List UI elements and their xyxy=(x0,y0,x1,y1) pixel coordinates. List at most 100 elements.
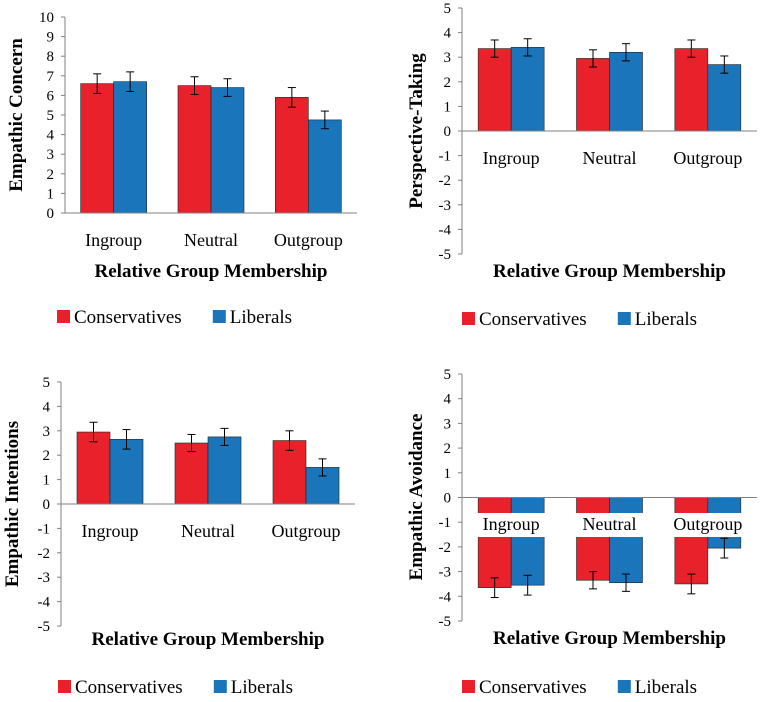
chart-panel-2: -5 -4 -3 -2 -1 0 1 2 3 4 5 Perspective-Taking Ingrou… xyxy=(406,1,757,330)
y-tick-label: -2 xyxy=(38,546,51,562)
y-tick-label: -4 xyxy=(38,595,51,611)
category-label: Outgroup xyxy=(272,521,341,541)
y-tick-label: 5 xyxy=(43,375,51,391)
legend-swatch-conservatives xyxy=(57,310,70,323)
y-tick-label: 4 xyxy=(43,399,51,415)
chart-panel-1: 0 1 2 3 4 5 6 7 8 9 10 Empathic Concern Ingroup Neutr… xyxy=(6,10,357,328)
legend-swatch-conservatives xyxy=(58,680,71,693)
x-axis-title: Relative Group Membership xyxy=(92,629,325,650)
category-label: Neutral xyxy=(583,148,637,168)
x-axis-title: Relative Group Membership xyxy=(493,628,726,649)
bar-liberals-outgroup xyxy=(308,119,342,214)
y-tick-label: 0 xyxy=(43,497,51,513)
legend-swatch-conservatives xyxy=(462,312,475,325)
bar-liberals-outgroup xyxy=(707,64,742,132)
y-tick-label: 3 xyxy=(444,50,452,66)
x-axis-title: Relative Group Membership xyxy=(95,261,328,282)
y-tick-label: 5 xyxy=(47,108,55,124)
y-tick-label: 1 xyxy=(444,466,452,482)
y-tick-label: 1 xyxy=(444,99,452,115)
legend-swatch-liberals xyxy=(212,310,226,323)
y-tick-label: 4 xyxy=(47,128,55,144)
y-tick-label: 8 xyxy=(47,49,55,65)
legend-label-conservatives: Conservatives xyxy=(479,309,587,330)
y-tick-label: -2 xyxy=(439,173,452,189)
y-tick-label: -5 xyxy=(439,247,452,263)
category-label-background xyxy=(574,513,645,537)
legend-swatch-conservatives xyxy=(462,680,475,693)
bar-conservatives-outgroup xyxy=(674,497,709,585)
bar-liberals-neutral xyxy=(609,497,643,584)
y-tick-label: 7 xyxy=(47,69,55,85)
category-label: Neutral xyxy=(181,521,235,541)
legend-swatch-liberals xyxy=(213,680,227,693)
chart-panel-3: -5 -4 -3 -2 -1 0 1 2 3 4 5 Empathic Intentions Ingro… xyxy=(2,375,355,698)
category-label: Outgroup xyxy=(274,230,343,250)
category-label: Ingroup xyxy=(483,514,540,534)
y-tick-label: 0 xyxy=(47,206,55,222)
legend-label-conservatives: Conservatives xyxy=(75,677,183,698)
bar-conservatives-neutral xyxy=(576,497,610,581)
bar-liberals-ingroup xyxy=(510,47,545,132)
y-tick-label: 3 xyxy=(47,147,55,163)
legend-label-conservatives: Conservatives xyxy=(74,307,182,328)
y-tick-label: 10 xyxy=(39,10,54,26)
y-tick-label: -4 xyxy=(439,222,452,238)
bar-liberals-ingroup xyxy=(510,497,545,586)
legend-label-liberals: Liberals xyxy=(230,307,292,328)
y-axis-title: Empathic Concern xyxy=(6,38,27,192)
y-tick-label: -1 xyxy=(439,149,452,165)
x-axis-title: Relative Group Membership xyxy=(493,261,726,282)
y-tick-label: 6 xyxy=(47,88,55,104)
category-label: Neutral xyxy=(184,230,238,250)
category-label: Outgroup xyxy=(673,148,742,168)
legend-label-liberals: Liberals xyxy=(231,677,293,698)
y-tick-label: 1 xyxy=(47,186,55,202)
y-tick-label: 5 xyxy=(444,1,452,17)
bar-conservatives-neutral xyxy=(576,58,610,132)
category-label: Outgroup xyxy=(673,514,742,534)
y-tick-label: 5 xyxy=(444,367,452,383)
y-tick-label: -3 xyxy=(439,565,452,581)
y-tick-label: 3 xyxy=(43,424,51,440)
y-tick-label: 0 xyxy=(444,491,452,507)
category-label-background xyxy=(476,513,547,537)
category-label: Ingroup xyxy=(82,521,139,541)
y-tick-label: -1 xyxy=(38,521,51,537)
y-tick-label: 9 xyxy=(47,30,55,46)
category-label-background xyxy=(672,513,743,537)
bar-liberals-neutral xyxy=(609,51,643,132)
y-axis-title: Empathic Intentions xyxy=(2,421,23,587)
y-tick-label: -2 xyxy=(439,540,452,556)
legend-label-conservatives: Conservatives xyxy=(479,677,587,698)
bar-conservatives-ingroup xyxy=(80,83,114,214)
bar-conservatives-ingroup xyxy=(76,431,111,505)
y-tick-label: -5 xyxy=(38,619,51,635)
y-axis-title: Perspective-Taking xyxy=(406,53,427,209)
bar-conservatives-ingroup xyxy=(477,48,512,132)
bar-liberals-ingroup xyxy=(113,81,147,214)
y-tick-label: -3 xyxy=(439,198,452,214)
legend-label-liberals: Liberals xyxy=(635,677,697,698)
y-tick-label: 3 xyxy=(444,416,452,432)
y-tick-label: 2 xyxy=(444,441,452,457)
category-label: Neutral xyxy=(583,514,637,534)
y-tick-label: 0 xyxy=(444,124,452,140)
bar-liberals-neutral xyxy=(210,87,245,214)
y-tick-label: 2 xyxy=(444,75,452,91)
bar-liberals-neutral xyxy=(207,436,242,505)
chart-panel-4: -5 -4 -3 -2 -1 0 1 2 3 4 5 Empathic Avoidance Ingrou… xyxy=(406,367,757,698)
y-tick-label: 4 xyxy=(444,26,452,42)
y-tick-label: 1 xyxy=(43,473,51,489)
y-tick-label: -4 xyxy=(439,589,452,605)
y-tick-label: 2 xyxy=(43,448,51,464)
legend-swatch-liberals xyxy=(617,312,631,325)
bar-conservatives-neutral xyxy=(177,85,212,214)
category-label: Ingroup xyxy=(85,230,142,250)
y-tick-label: 4 xyxy=(444,392,452,408)
y-axis-title: Empathic Avoidance xyxy=(406,414,427,581)
bar-conservatives-neutral xyxy=(174,442,209,505)
y-tick-label: 2 xyxy=(47,167,55,183)
bar-conservatives-ingroup xyxy=(477,497,512,588)
